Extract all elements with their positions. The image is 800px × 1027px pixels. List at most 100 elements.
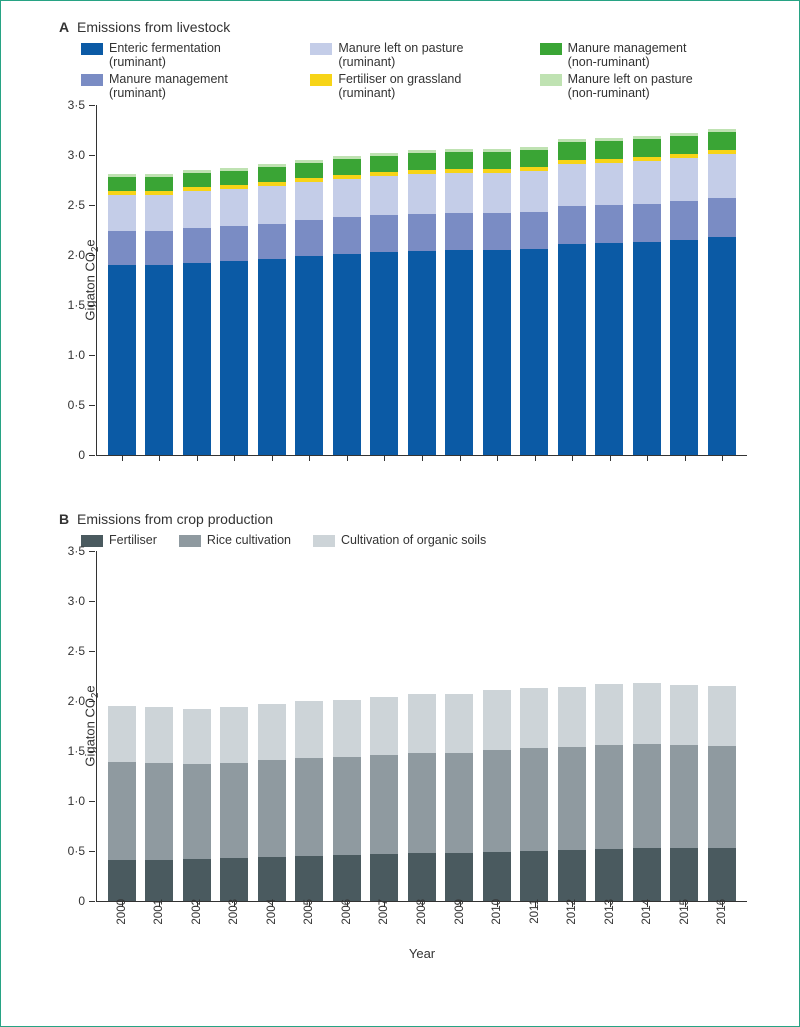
- bar-segment: [145, 231, 173, 265]
- bar: [483, 149, 511, 455]
- x-tick: [685, 456, 686, 461]
- bar-segment: [408, 214, 436, 251]
- legend-item: Manure management(ruminant): [81, 72, 302, 101]
- x-tick: [384, 456, 385, 461]
- x-tick-label: 2011: [529, 899, 541, 924]
- bar-segment: [520, 212, 548, 249]
- x-tick-label: 2002: [191, 899, 203, 925]
- bar: [408, 150, 436, 455]
- x-tick-label: 2009: [454, 899, 466, 925]
- x-tick: [272, 456, 273, 461]
- x-tick-label: 2010: [491, 899, 503, 925]
- x-tick: [497, 456, 498, 461]
- y-tick-label: 3·0: [68, 148, 85, 162]
- bar-segment: [295, 182, 323, 220]
- panel-b-title: B Emissions from crop production: [59, 511, 761, 527]
- bar-segment: [295, 701, 323, 758]
- bar: [520, 688, 548, 901]
- y-tick: [89, 701, 95, 702]
- bar-segment: [520, 851, 548, 901]
- panel-b-letter: B: [59, 511, 69, 527]
- bar-segment: [145, 707, 173, 763]
- y-tick: [89, 205, 95, 206]
- bar-segment: [708, 746, 736, 848]
- bar-segment: [108, 860, 136, 901]
- x-tick: [722, 456, 723, 461]
- panel-a-title-text: Emissions from livestock: [77, 19, 230, 35]
- y-tick: [89, 601, 95, 602]
- bar-segment: [258, 760, 286, 857]
- bar-segment: [333, 217, 361, 254]
- legend-label: Manure management(ruminant): [109, 72, 228, 101]
- bar-segment: [370, 215, 398, 252]
- legend-label: Cultivation of organic soils: [341, 533, 486, 547]
- bar-segment: [183, 709, 211, 764]
- y-tick-label: 0·5: [68, 844, 85, 858]
- bar: [408, 694, 436, 901]
- y-tick-label: 2·0: [68, 248, 85, 262]
- bar-segment: [108, 231, 136, 265]
- bar-segment: [258, 186, 286, 224]
- legend-swatch: [310, 74, 332, 86]
- bar-segment: [370, 854, 398, 901]
- y-tick-label: 1·5: [68, 744, 85, 758]
- bar-segment: [258, 259, 286, 455]
- bar: [483, 690, 511, 901]
- bar: [670, 685, 698, 901]
- x-tick-label: 2006: [341, 899, 353, 925]
- x-tick: [535, 456, 536, 461]
- bar-segment: [445, 753, 473, 853]
- y-tick: [89, 455, 95, 456]
- y-tick-label: 2·5: [68, 198, 85, 212]
- bar-segment: [483, 250, 511, 455]
- bar-segment: [670, 848, 698, 901]
- x-tick-label: 2001: [153, 899, 165, 925]
- bar-segment: [295, 220, 323, 256]
- bar-segment: [220, 189, 248, 226]
- bar-segment: [295, 856, 323, 901]
- y-tick-label: 3·5: [68, 98, 85, 112]
- bar-segment: [558, 142, 586, 160]
- bar-segment: [483, 750, 511, 852]
- x-tick-label: 2000: [116, 899, 128, 925]
- y-tick: [89, 155, 95, 156]
- legend-item: Fertiliser: [81, 533, 157, 547]
- x-tick: [234, 456, 235, 461]
- bar-segment: [183, 263, 211, 455]
- bar-segment: [595, 205, 623, 243]
- bar: [558, 139, 586, 455]
- legend-swatch: [540, 43, 562, 55]
- y-tick: [89, 305, 95, 306]
- legend-swatch: [313, 535, 335, 547]
- x-tick-label: 2013: [604, 899, 616, 925]
- panel-a: A Emissions from livestock Enteric ferme…: [41, 19, 761, 499]
- bar-segment: [520, 748, 548, 851]
- bar: [258, 704, 286, 901]
- bar: [258, 164, 286, 455]
- bar-segment: [520, 249, 548, 455]
- bar-segment: [633, 161, 661, 204]
- legend-label: Fertiliser on grassland(ruminant): [338, 72, 461, 101]
- y-tick-label: 1·0: [68, 794, 85, 808]
- bar-segment: [183, 859, 211, 901]
- bar-segment: [708, 154, 736, 198]
- bar-segment: [558, 164, 586, 206]
- x-tick-label: 2008: [416, 899, 428, 925]
- bar-segment: [370, 697, 398, 755]
- bar: [633, 683, 661, 901]
- bar: [145, 174, 173, 455]
- legend-swatch: [540, 74, 562, 86]
- bar: [670, 133, 698, 455]
- y-tick: [89, 105, 95, 106]
- bar-segment: [108, 706, 136, 762]
- x-tick: [422, 456, 423, 461]
- x-tick-label: 2005: [303, 899, 315, 925]
- bar-segment: [445, 173, 473, 213]
- x-tick-label: 2004: [266, 899, 278, 925]
- bar-segment: [633, 242, 661, 455]
- bar-segment: [295, 256, 323, 455]
- y-tick: [89, 901, 95, 902]
- bar-segment: [670, 158, 698, 201]
- bar-segment: [258, 704, 286, 760]
- bar: [558, 687, 586, 901]
